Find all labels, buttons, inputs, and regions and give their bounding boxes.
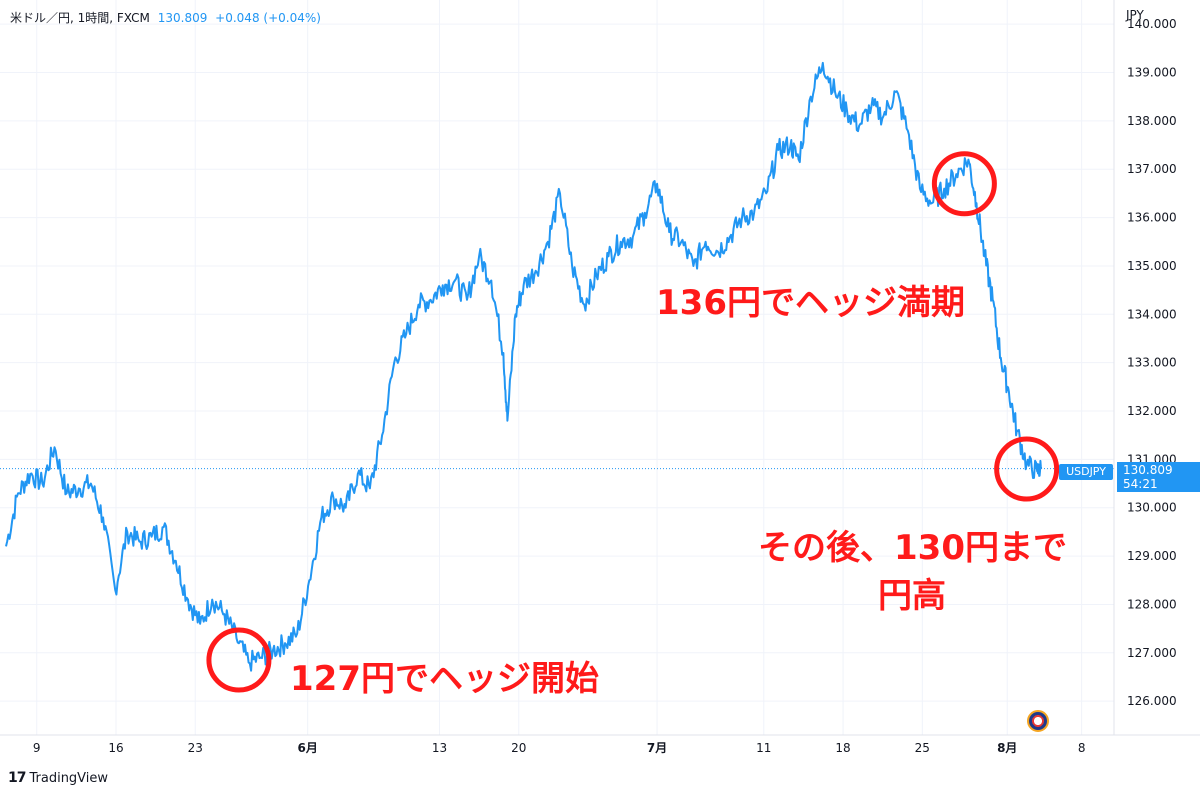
x-tick-label: 23 (188, 741, 203, 755)
annotation-hedge-end: 136円でヘッジ満期 (656, 283, 965, 323)
annotation-after-line2: 円高 (878, 576, 946, 616)
price-badge: 130.809 54:21 (1117, 462, 1200, 492)
price-axis[interactable]: 126.000127.000128.000129.000130.000131.0… (1127, 17, 1177, 708)
annotation-after-line1: その後、130円まで (758, 528, 1067, 568)
symbol-tag: USDJPY (1059, 464, 1113, 480)
badge-countdown: 54:21 (1123, 477, 1158, 491)
y-tick-label: 129.000 (1127, 549, 1177, 563)
y-tick-label: 138.000 (1127, 114, 1177, 128)
y-tick-label: 140.000 (1127, 17, 1177, 31)
y-tick-label: 139.000 (1127, 66, 1177, 80)
symbol-legend[interactable]: 米ドル／円, 1時間, FXCM 130.809 +0.048 (+0.04%) (10, 9, 321, 26)
x-tick-label: 16 (108, 741, 123, 755)
x-tick-label: 11 (756, 741, 771, 755)
y-tick-label: 133.000 (1127, 356, 1177, 370)
us-flag-icon[interactable] (1027, 710, 1049, 732)
x-tick-label: 8月 (997, 741, 1017, 755)
tradingview-logo-text: TradingView (29, 770, 109, 786)
y-tick-label: 135.000 (1127, 259, 1177, 273)
y-tick-label: 128.000 (1127, 597, 1177, 611)
chart-grid (0, 0, 1114, 735)
x-tick-label: 25 (915, 741, 930, 755)
x-tick-label: 7月 (647, 741, 667, 755)
y-tick-label: 136.000 (1127, 211, 1177, 225)
y-tick-label: 126.000 (1127, 694, 1177, 708)
annotation-circle (206, 627, 272, 693)
x-tick-label: 6月 (297, 741, 317, 755)
y-tick-label: 130.000 (1127, 501, 1177, 515)
y-tick-label: 132.000 (1127, 404, 1177, 418)
x-tick-label: 18 (835, 741, 850, 755)
y-tick-label: 127.000 (1127, 646, 1177, 660)
symbol-title: 米ドル／円, 1時間, FXCM (10, 11, 150, 25)
badge-price: 130.809 (1123, 463, 1173, 477)
series-line-usdjpy (5, 61, 1043, 672)
x-tick-label: 9 (33, 741, 41, 755)
annotation-hedge-start: 127円でヘッジ開始 (290, 659, 599, 699)
y-tick-label: 134.000 (1127, 307, 1177, 321)
currency-label: JPY (1126, 8, 1144, 22)
tradingview-logo[interactable]: 17 TradingView (8, 770, 108, 786)
x-tick-label: 13 (432, 741, 447, 755)
y-tick-label: 137.000 (1127, 162, 1177, 176)
x-tick-label: 20 (511, 741, 526, 755)
x-tick-label: 8 (1078, 741, 1086, 755)
time-axis[interactable]: 9 16 23 6月 13 20 7月 11 18 25 8月 8 (33, 741, 1086, 755)
annotation-circles (206, 151, 1060, 693)
tradingview-logo-icon: 17 (8, 770, 27, 786)
annotation-circle (994, 436, 1060, 502)
annotation-circle (931, 151, 997, 217)
price-change: +0.048 (+0.04%) (215, 11, 321, 25)
last-price: 130.809 (157, 11, 208, 25)
